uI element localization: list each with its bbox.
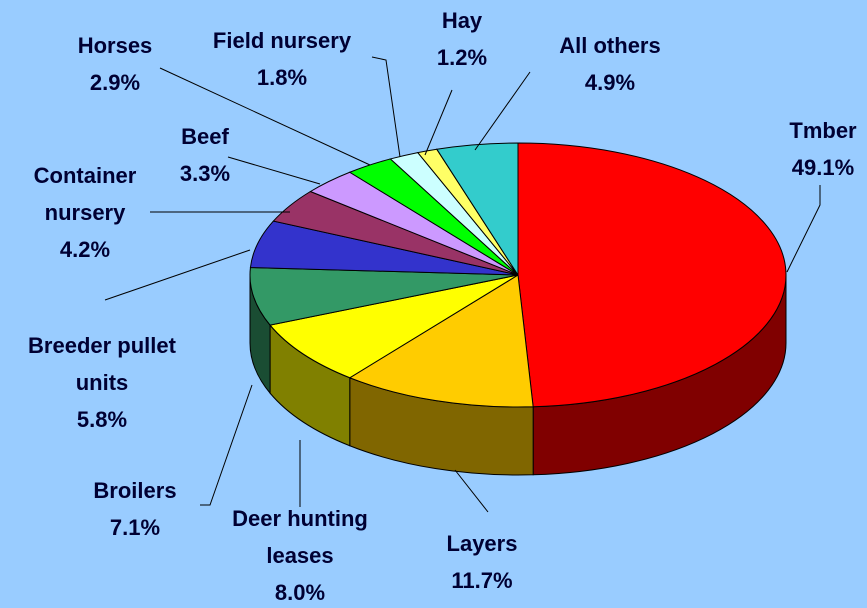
value-label: 3.3% [179, 161, 231, 186]
slice [348, 274, 534, 408]
leader-line [227, 156, 321, 185]
category-label: Horses [77, 33, 153, 58]
category-label: Layers [446, 531, 518, 556]
value-label: 1.2% [436, 45, 488, 70]
slice-label: Field nursery 1.8% [192, 22, 372, 96]
value-label: 1.8% [256, 65, 308, 90]
slice-label: Broilers 7.1% [75, 472, 195, 546]
leader-line [200, 384, 253, 506]
slice-label: Container nursery 4.2% [10, 157, 160, 268]
leader-line [424, 89, 453, 156]
category-label: Tmber [789, 118, 857, 143]
leader-line [159, 67, 371, 166]
value-label: 2.9% [89, 70, 141, 95]
slice-label: Beef 3.3% [165, 118, 245, 192]
slice-label: Hay 1.2% [427, 2, 497, 76]
leader-line [104, 249, 251, 301]
leader-line [474, 71, 531, 151]
value-label: 11.7% [451, 568, 513, 593]
slice-label: Layers 11.7% [422, 525, 542, 599]
category-label: Field nursery [212, 28, 352, 53]
leader-line [454, 469, 489, 513]
value-label: 49.1% [791, 155, 855, 180]
category-label: Broilers [93, 478, 177, 503]
slice [435, 142, 519, 277]
category-label: Container nursery [33, 163, 137, 225]
value-label: 4.9% [584, 70, 636, 95]
value-label: 4.2% [59, 237, 111, 262]
slice-label: Breeder pullet units 5.8% [2, 327, 202, 438]
leader-line [371, 56, 401, 158]
category-label: Hay [441, 8, 483, 33]
slice [269, 274, 519, 379]
slice [517, 142, 787, 408]
value-label: 8.0% [274, 580, 326, 605]
slice-label: All others 4.9% [540, 27, 680, 101]
leader-line [786, 185, 821, 273]
slice [249, 267, 519, 326]
slice-label: Tmber 49.1% [778, 112, 867, 186]
value-label: 7.1% [109, 515, 161, 540]
slice-label: Deer hunting leases 8.0% [215, 500, 385, 608]
category-label: Beef [181, 124, 229, 149]
category-label: All others [559, 33, 661, 58]
category-label: Breeder pullet units [28, 333, 176, 395]
slice-label: Horses 2.9% [65, 27, 165, 101]
category-label: Deer hunting leases [232, 506, 368, 568]
value-label: 5.8% [76, 407, 128, 432]
